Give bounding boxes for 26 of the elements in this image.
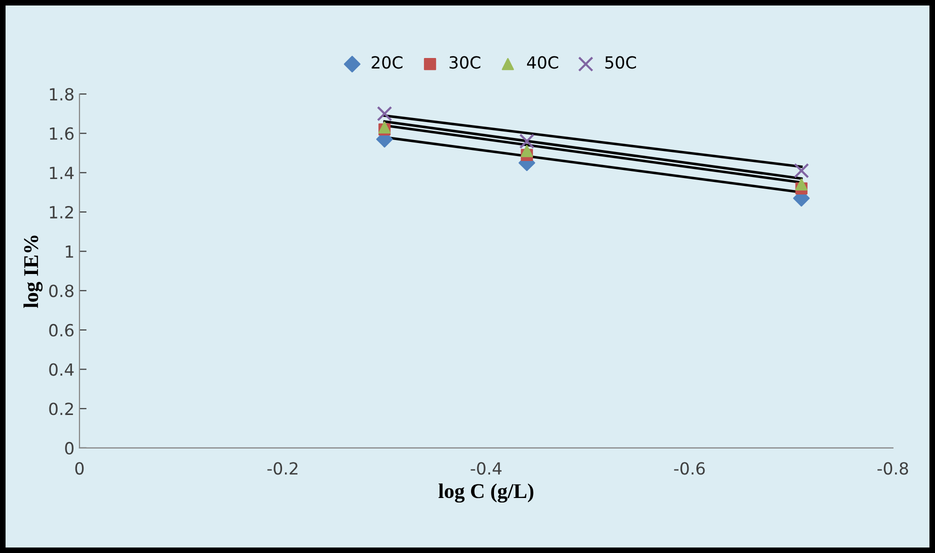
- y-tick-label: 0.4: [49, 363, 74, 376]
- y-tick-label: 1.8: [50, 88, 74, 101]
- y-tick-label: 0: [65, 442, 74, 454]
- legend-label: 50C: [605, 56, 636, 69]
- legend-label: 30C: [450, 56, 480, 69]
- x-tick-label: 0: [75, 462, 84, 475]
- y-tick-label: 1.4: [50, 166, 74, 179]
- y-tick-label: 1.2: [50, 206, 73, 218]
- y-tick-label: 0.6: [49, 324, 74, 337]
- x-tick-label: -0.4: [470, 462, 502, 475]
- point: [795, 178, 808, 191]
- y-tick-label: 0.8: [49, 284, 74, 298]
- y-tick-label: 1.6: [50, 127, 74, 140]
- x-tick-label: -0.2: [267, 462, 298, 475]
- x-tick-label: -0.8: [877, 462, 908, 475]
- point: [519, 134, 535, 149]
- point: [794, 163, 810, 178]
- x-tick-label: -0.6: [674, 462, 705, 475]
- x-axis-title: log C (g/L): [438, 484, 534, 503]
- y-tick-label: 1: [66, 245, 74, 258]
- point: [520, 144, 533, 158]
- y-axis-title: log IE%: [23, 236, 43, 308]
- point: [376, 106, 392, 122]
- y-tick-label: 0.2: [49, 402, 73, 416]
- legend-label: 20C: [372, 56, 402, 69]
- legend-label: 40C: [527, 56, 558, 69]
